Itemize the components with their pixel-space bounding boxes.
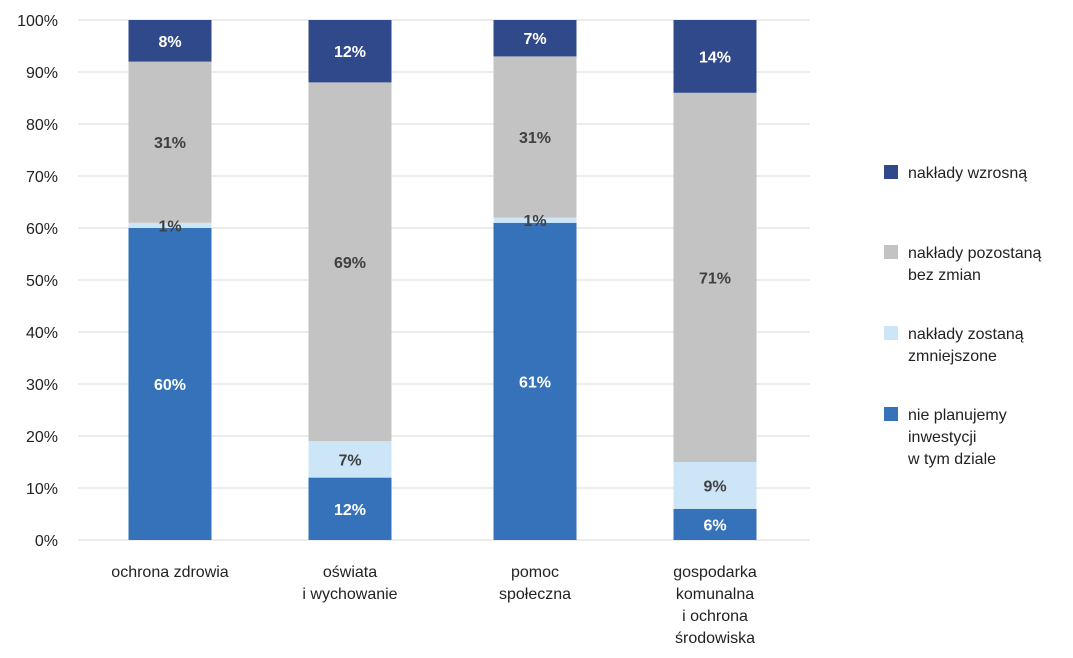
legend: nakłady wzrosną nakłady pozostaną bez zmia… xyxy=(884,165,1042,468)
x-category-label: gospodarka xyxy=(673,564,757,581)
data-label: 12% xyxy=(334,502,366,519)
x-category-label: oświata xyxy=(323,564,377,581)
bar-segment xyxy=(673,462,757,509)
bar-segment xyxy=(493,56,577,218)
y-tick-label: 100% xyxy=(17,13,58,30)
bar-segment xyxy=(308,441,392,478)
bar-segment xyxy=(673,508,757,540)
bar-segment xyxy=(128,228,212,540)
data-label: 31% xyxy=(154,135,186,152)
legend-label: w tym dziale xyxy=(907,451,996,468)
y-tick-label: 70% xyxy=(26,169,58,186)
data-label: 1% xyxy=(158,218,181,235)
bar-segment xyxy=(493,217,577,223)
y-tick-label: 60% xyxy=(26,221,58,238)
bar-segment xyxy=(308,20,392,83)
x-category-label: komunalna xyxy=(676,586,754,603)
data-label: 60% xyxy=(154,377,186,394)
x-category-label: i ochrona xyxy=(682,608,748,625)
legend-swatch xyxy=(884,245,898,259)
data-label: 8% xyxy=(158,34,181,51)
bar-segment xyxy=(493,222,577,541)
legend-label: nakłady zostaną xyxy=(908,326,1024,343)
bar-segment xyxy=(308,82,392,442)
bar-segment xyxy=(673,20,757,93)
bar-segment xyxy=(128,222,212,228)
x-category-label: społeczna xyxy=(499,586,571,603)
y-axis: 0% 10% 20% 30% 40% 50% 60% 70% 80% 90% 100% xyxy=(17,13,58,550)
y-tick-label: 50% xyxy=(26,273,58,290)
bar-segment xyxy=(128,61,212,223)
y-tick-label: 0% xyxy=(35,533,58,550)
data-label: 7% xyxy=(523,31,546,48)
x-category-label: ochrona zdrowia xyxy=(111,564,229,581)
y-tick-label: 20% xyxy=(26,429,58,446)
bar-segment xyxy=(308,477,392,540)
data-label: 69% xyxy=(334,255,366,272)
data-label: 14% xyxy=(699,49,731,66)
legend-label: nakłady pozostaną xyxy=(908,245,1042,262)
data-label: 61% xyxy=(519,374,551,391)
bar-segment xyxy=(128,20,212,62)
legend-label: inwestycji xyxy=(908,429,976,446)
legend-label: bez zmian xyxy=(908,267,981,284)
data-label: 1% xyxy=(523,213,546,230)
x-axis: ochrona zdrowia oświata i wychowanie pomoc s… xyxy=(111,564,757,647)
legend-swatch xyxy=(884,407,898,421)
legend-label: zmniejszone xyxy=(908,348,997,365)
bars: 60% 1% 31% 8% 12% 7% 69% 12% 61% 1% 31% 7% 6% 9% 71% 14… xyxy=(128,20,757,541)
y-tick-label: 90% xyxy=(26,65,58,82)
data-label: 9% xyxy=(703,478,726,495)
x-category-label: środowiska xyxy=(675,630,755,647)
data-label: 71% xyxy=(699,270,731,287)
legend-label: nakłady wzrosną xyxy=(908,165,1027,182)
data-label: 12% xyxy=(334,44,366,61)
legend-swatch xyxy=(884,326,898,340)
data-label: 31% xyxy=(519,130,551,147)
y-tick-label: 80% xyxy=(26,117,58,134)
x-category-label: i wychowanie xyxy=(302,586,397,603)
legend-swatch xyxy=(884,165,898,179)
y-tick-label: 40% xyxy=(26,325,58,342)
legend-label: nie planujemy xyxy=(908,407,1007,424)
data-label: 7% xyxy=(338,452,361,469)
data-label: 6% xyxy=(703,517,726,534)
bar-segment xyxy=(673,92,757,463)
y-tick-label: 30% xyxy=(26,377,58,394)
y-tick-label: 10% xyxy=(26,481,58,498)
bar-segment xyxy=(493,20,577,57)
x-category-label: pomoc xyxy=(511,564,559,581)
